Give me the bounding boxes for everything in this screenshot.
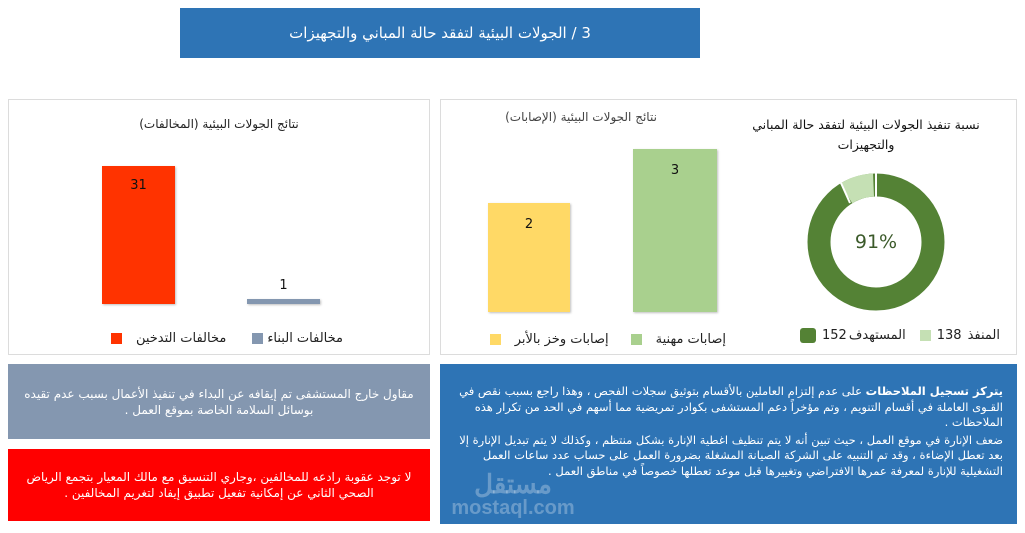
bar-occupational-injuries: 3 xyxy=(633,149,717,312)
note-text: مقاول خارج المستشفى تم إيقافه عن البداء … xyxy=(24,386,414,417)
note-contractor-suspension: مقاول خارج المستشفى تم إيقافه عن البداء … xyxy=(8,364,430,439)
bar-smoking-violations: 31 xyxy=(102,166,175,304)
donut-segment-done-gap xyxy=(840,173,875,204)
bar-building-violations: 1 xyxy=(247,278,320,304)
donut-graphic xyxy=(807,173,945,311)
injuries-and-completion-panel: نتائج الجولات البيئية (الإصابات) 2 3 إصا… xyxy=(440,99,1017,355)
observation-text: على عدم إلتزام العاملين بالأقسام بتوثيق … xyxy=(459,384,1003,429)
violations-chart-title: نتائج الجولات البيئية (المخالفات) xyxy=(139,117,299,131)
injuries-legend: إصابات مهنية إصابات وخز بالأبر xyxy=(489,332,726,347)
page-title: 3 / الجولات البيئية لتفقد حالة المباني و… xyxy=(289,24,591,42)
note-text: لا توجد عقوبة رادعه للمخالفين ،وجاري الت… xyxy=(26,470,412,500)
note-no-penalty: لا توجد عقوبة رادعه للمخالفين ،وجاري الت… xyxy=(8,449,430,521)
completion-donut: 91% xyxy=(806,172,946,312)
page-header: 3 / الجولات البيئية لتفقد حالة المباني و… xyxy=(180,8,700,58)
observation-emphasis: يتركز تسجيل الملاحظات xyxy=(865,384,1003,398)
bar-value: 31 xyxy=(130,178,147,193)
donut-legend: المنفذ 138 المستهدف 152 xyxy=(800,328,1000,343)
legend-label: المستهدف xyxy=(848,328,906,343)
bar-value: 3 xyxy=(670,163,680,178)
legend-swatch xyxy=(630,334,642,345)
donut-chart-title: نسبة تنفيذ الجولات البيئية لتفقد حالة ال… xyxy=(731,115,1001,155)
legend-item-smoking: مخالفات التدخين xyxy=(110,331,227,346)
legend-item-occupational: إصابات مهنية xyxy=(630,332,726,347)
violations-chart-panel: نتائج الجولات البيئية (المخالفات) 31 1 م… xyxy=(8,99,430,355)
injuries-chart-title: نتائج الجولات البيئية (الإصابات) xyxy=(505,110,657,124)
legend-label: إصابات وخز بالأبر xyxy=(514,332,609,347)
legend-swatch xyxy=(919,330,931,341)
legend-swatch xyxy=(489,334,501,345)
legend-item-done: المنفذ 138 xyxy=(919,328,1000,343)
legend-item-target: المستهدف 152 xyxy=(800,328,906,343)
note-observations: يتركز تسجيل الملاحظات على عدم إلتزام الع… xyxy=(440,364,1017,524)
legend-item-building: مخالفات البناء xyxy=(252,331,343,346)
legend-label: مخالفات التدخين xyxy=(135,331,227,346)
legend-label: إصابات مهنية xyxy=(655,332,726,347)
legend-value: 152 xyxy=(822,328,847,343)
legend-value: 138 xyxy=(936,328,962,343)
bar-needle-injuries: 2 xyxy=(488,203,570,312)
observation-paragraph-2: ضعف الإنارة في موقع العمل ، حيث تبين أنه… xyxy=(454,433,1003,480)
legend-swatch xyxy=(800,328,817,343)
donut-title-line2: والتجهيزات xyxy=(837,137,895,152)
donut-center-label: 91% xyxy=(854,231,898,253)
legend-label: مخالفات البناء xyxy=(267,331,343,346)
violations-legend: مخالفات البناء مخالفات التدخين xyxy=(110,331,343,346)
donut-title-line1: نسبة تنفيذ الجولات البيئية لتفقد حالة ال… xyxy=(752,117,980,132)
observation-text: ضعف الإنارة في موقع العمل ، حيث تبين أنه… xyxy=(459,432,1003,478)
legend-swatch xyxy=(110,333,122,344)
bar-value: 1 xyxy=(279,278,288,293)
bar-value: 2 xyxy=(524,217,534,232)
legend-label: المنفذ xyxy=(967,328,1000,343)
legend-item-needle: إصابات وخز بالأبر xyxy=(489,332,609,347)
legend-swatch xyxy=(252,333,264,344)
observation-paragraph-1: يتركز تسجيل الملاحظات على عدم إلتزام الع… xyxy=(454,384,1003,431)
